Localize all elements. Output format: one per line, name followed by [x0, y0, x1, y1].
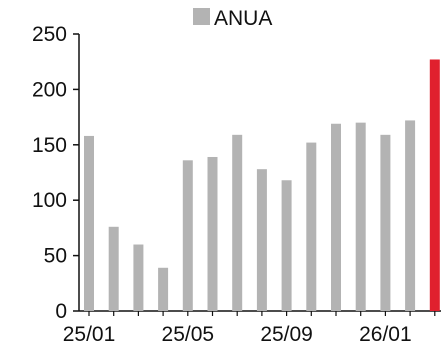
- y-tick-label: 150: [32, 134, 67, 157]
- bar-25-08: [256, 169, 267, 311]
- legend: ANUA: [193, 7, 272, 30]
- x-tick-label: 25/01: [63, 323, 116, 346]
- bar-25-12: [355, 122, 366, 311]
- bar-25-06: [207, 156, 218, 311]
- bar-26-02: [405, 120, 416, 311]
- bar-25-01: [84, 135, 94, 311]
- bar-25-11: [331, 123, 341, 311]
- y-tick-label: 250: [32, 23, 67, 46]
- bar-26-03: [429, 59, 440, 311]
- bar-25-02: [108, 226, 119, 311]
- y-tick-label: 200: [32, 78, 67, 101]
- bar-25-05: [182, 160, 193, 311]
- x-tick-label: 25/05: [162, 323, 215, 346]
- bars: [84, 59, 440, 311]
- bar-25-09: [281, 180, 292, 311]
- bar-25-07: [232, 134, 243, 311]
- bar-26-01: [380, 134, 391, 311]
- x-tick-label: 25/09: [260, 323, 313, 346]
- bar-25-04: [158, 267, 169, 311]
- y-tick-label: 50: [44, 245, 67, 268]
- y-axis: 0 50 100 150 200 250: [32, 23, 80, 323]
- legend-swatch: [193, 8, 210, 25]
- bar-25-03: [133, 244, 144, 311]
- x-axis: 25/01 25/05 25/09 26/01: [63, 310, 441, 346]
- x-tick-label: 26/01: [359, 323, 412, 346]
- y-tick-label: 0: [55, 300, 67, 323]
- legend-label: ANUA: [214, 7, 272, 30]
- bar-25-10: [306, 142, 317, 311]
- y-tick-label: 100: [32, 189, 67, 212]
